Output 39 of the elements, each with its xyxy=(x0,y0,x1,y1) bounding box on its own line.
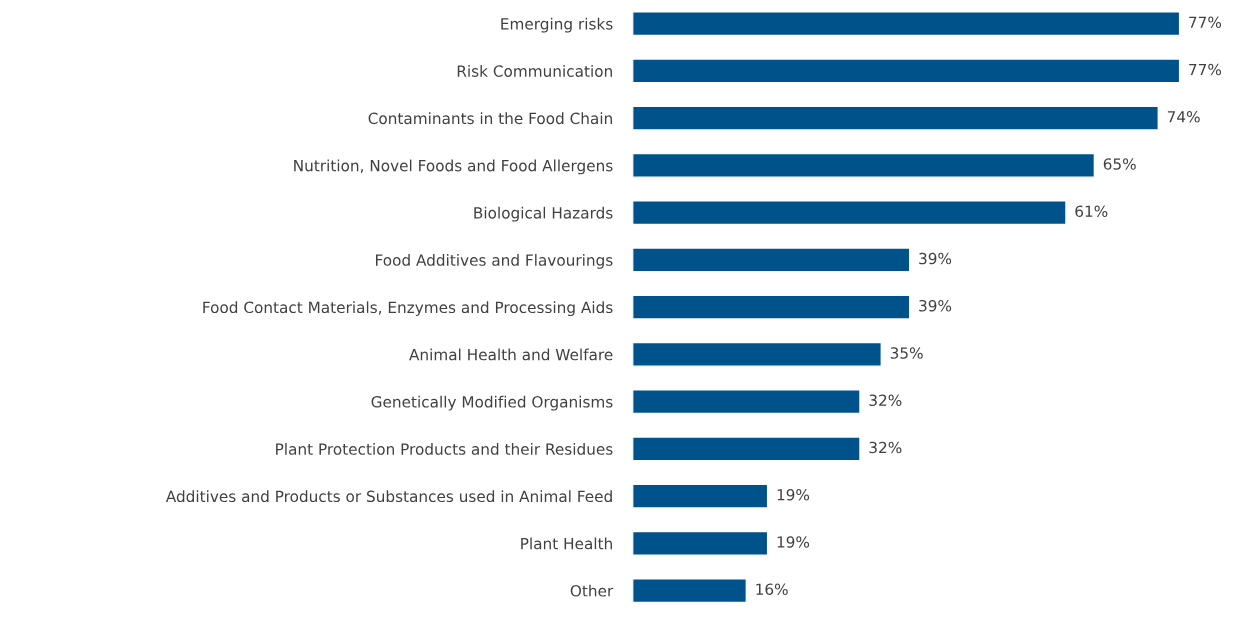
bar xyxy=(632,436,861,462)
bar xyxy=(632,578,748,604)
y-tick-label: Other xyxy=(570,584,614,597)
data-label: 77% xyxy=(1189,63,1222,76)
y-tick-label: Contaminants in the Food Chain xyxy=(368,112,612,125)
y-tick-label: Risk Communication xyxy=(457,65,612,77)
bar xyxy=(632,105,1159,131)
bar xyxy=(632,247,911,273)
data-label: 61% xyxy=(1075,205,1108,218)
bar xyxy=(632,11,1181,37)
data-label: 65% xyxy=(1103,158,1136,170)
data-label: 74% xyxy=(1167,110,1200,123)
bar xyxy=(632,294,911,320)
data-label: 32% xyxy=(869,441,902,454)
data-label: 39% xyxy=(919,299,952,312)
y-tick-label: Additives and Products or Substances used in Animal Feed xyxy=(165,490,612,503)
y-tick-label: Food Additives and Flavourings xyxy=(376,254,613,269)
y-tick-label: Food Contact Materials, Enzymes and Processing Aids xyxy=(203,301,613,317)
bar xyxy=(632,58,1181,84)
data-label: 35% xyxy=(890,347,923,359)
y-tick-label: Genetically Modified Organisms xyxy=(371,395,613,411)
bar xyxy=(632,152,1096,178)
y-tick-label: Animal Health and Welfare xyxy=(409,348,613,361)
y-tick-label: Emerging risks xyxy=(501,17,613,33)
y-tick-label: Biological Hazards xyxy=(474,206,613,222)
y-tick-label: Plant Protection Products and their Residues xyxy=(276,443,613,455)
bar xyxy=(632,483,769,509)
data-label: 32% xyxy=(869,394,902,407)
data-label: 77% xyxy=(1189,16,1222,29)
data-label: 39% xyxy=(919,252,952,265)
data-label: 19% xyxy=(777,488,810,501)
bar xyxy=(632,389,861,415)
bar xyxy=(632,341,882,367)
data-label: 16% xyxy=(756,583,788,595)
y-tick-label: Nutrition, Novel Foods and Food Allergens xyxy=(294,159,613,175)
y-tick-label: Plant Health xyxy=(521,537,612,550)
bar xyxy=(632,530,769,556)
data-label: 19% xyxy=(777,536,810,548)
bar xyxy=(632,200,1067,226)
